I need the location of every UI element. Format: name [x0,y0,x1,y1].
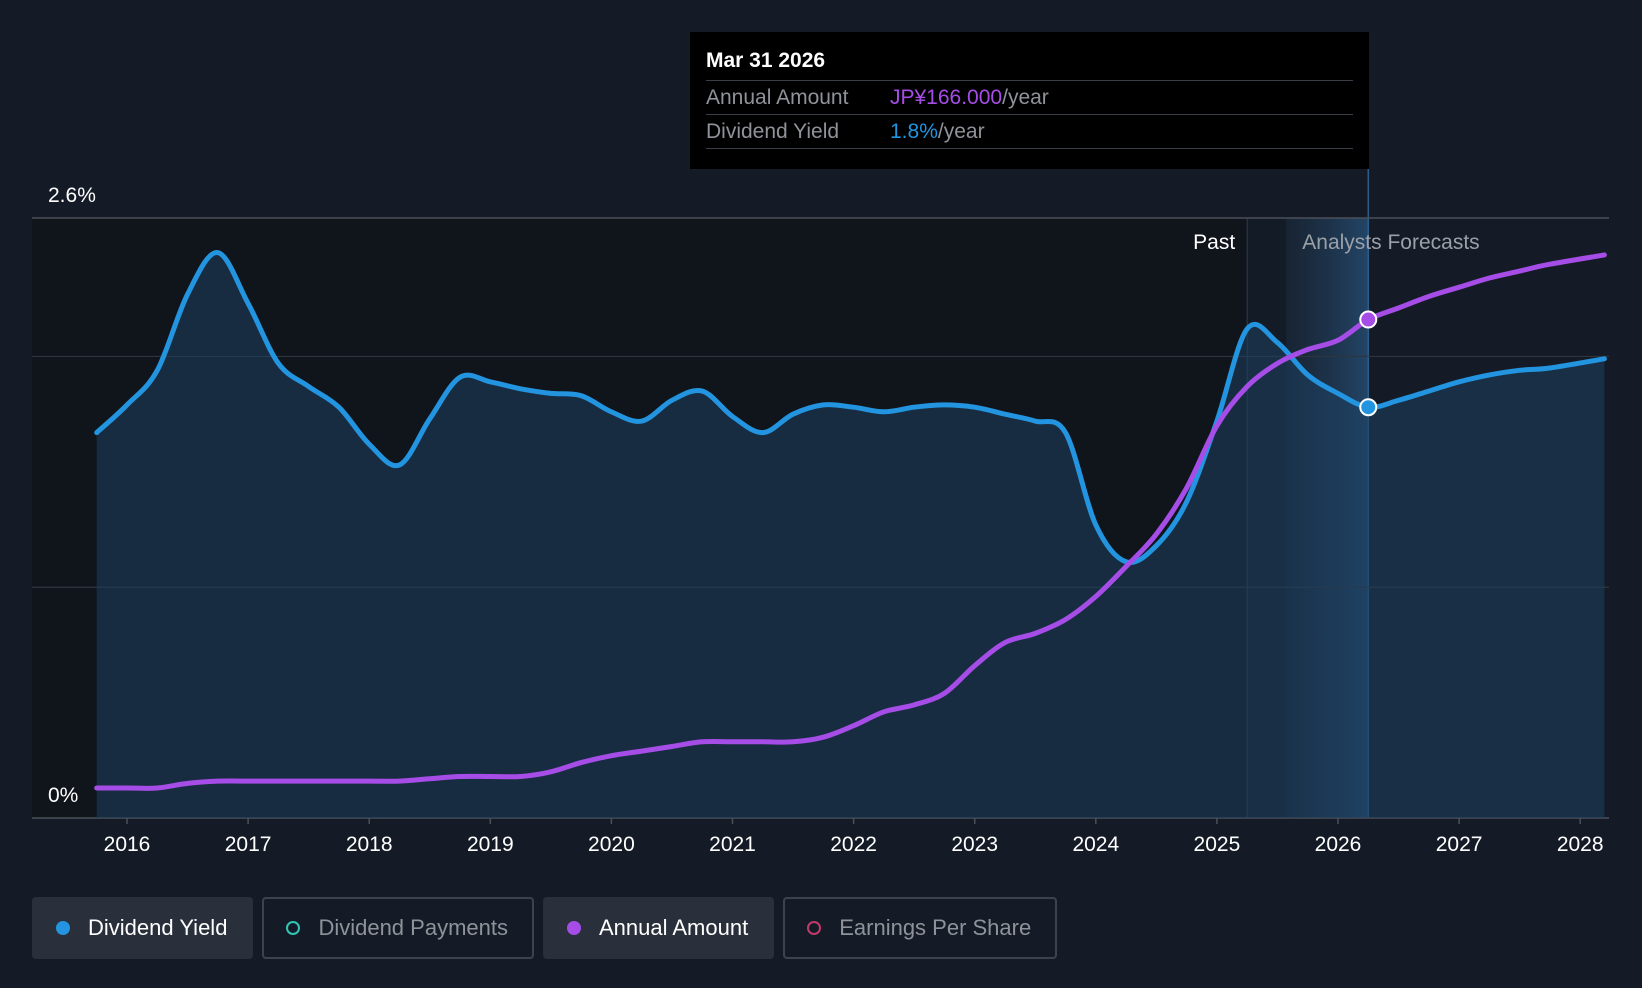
legend-label: Annual Amount [598,915,749,940]
tooltip-annual-unit: /year [1002,86,1049,109]
chart-legend: Dividend Yield Dividend Payments Annual … [32,897,1066,959]
legend-label: Dividend Payments [318,915,508,940]
tooltip-annual-label: Annual Amount [706,86,849,109]
x-tick-label: 2017 [225,833,272,856]
legend-dividend-yield-button[interactable]: Dividend Yield [32,897,254,959]
dividend-yield-marker [1359,398,1378,417]
past-label: Past [1193,231,1235,254]
legend-label: Dividend Yield [88,915,228,940]
tooltip-yield-label: Dividend Yield [706,120,840,143]
forecast-label: Analysts Forecasts [1302,231,1479,254]
legend-earnings-per-share-button[interactable]: Earnings Per Share [783,897,1058,959]
x-tick-label: 2028 [1557,833,1604,856]
hollow-dot-icon [807,921,822,935]
tooltip-annual-row: Annual Amount JP¥166.000 /year [706,81,1353,115]
legend-dividend-payments-button[interactable]: Dividend Payments [262,897,534,959]
x-tick-label: 2016 [104,833,151,856]
x-tick-label: 2026 [1315,833,1362,856]
dividend-yield-line [94,250,1607,566]
x-tick-label: 2018 [346,833,393,856]
x-tick-label: 2021 [709,833,756,856]
x-tick-label: 2020 [588,833,635,856]
x-tick-label: 2025 [1194,833,1241,856]
tooltip-yield-unit: /year [937,120,985,143]
x-tick-label: 2023 [951,833,998,856]
y-tick-label: 2.6% [48,184,96,207]
x-tick-label: 2027 [1436,833,1483,856]
tooltip-yield-row: Dividend Yield 1.8% /year [706,115,1353,149]
legend-label: Earnings Per Share [839,915,1032,940]
x-tick-label: 2024 [1072,833,1119,856]
tooltip-yield-value: 1.8% [890,120,938,143]
y-tick-label: 0% [48,784,78,807]
tooltip-date: Mar 31 2026 [706,46,1353,81]
filled-dot-icon [566,921,581,935]
annual-amount-marker [1359,310,1378,329]
x-tick-label: 2022 [830,833,877,856]
x-tick-label: 2019 [467,833,514,856]
filled-dot-icon [56,921,70,935]
annual-amount-line [94,252,1607,791]
chart-tooltip: Mar 31 2026 Annual Amount JP¥166.000 /ye… [690,32,1369,169]
hollow-dot-icon [286,921,301,935]
tooltip-annual-value: JP¥166.000 [890,86,1003,109]
legend-annual-amount-button[interactable]: Annual Amount [542,897,775,959]
